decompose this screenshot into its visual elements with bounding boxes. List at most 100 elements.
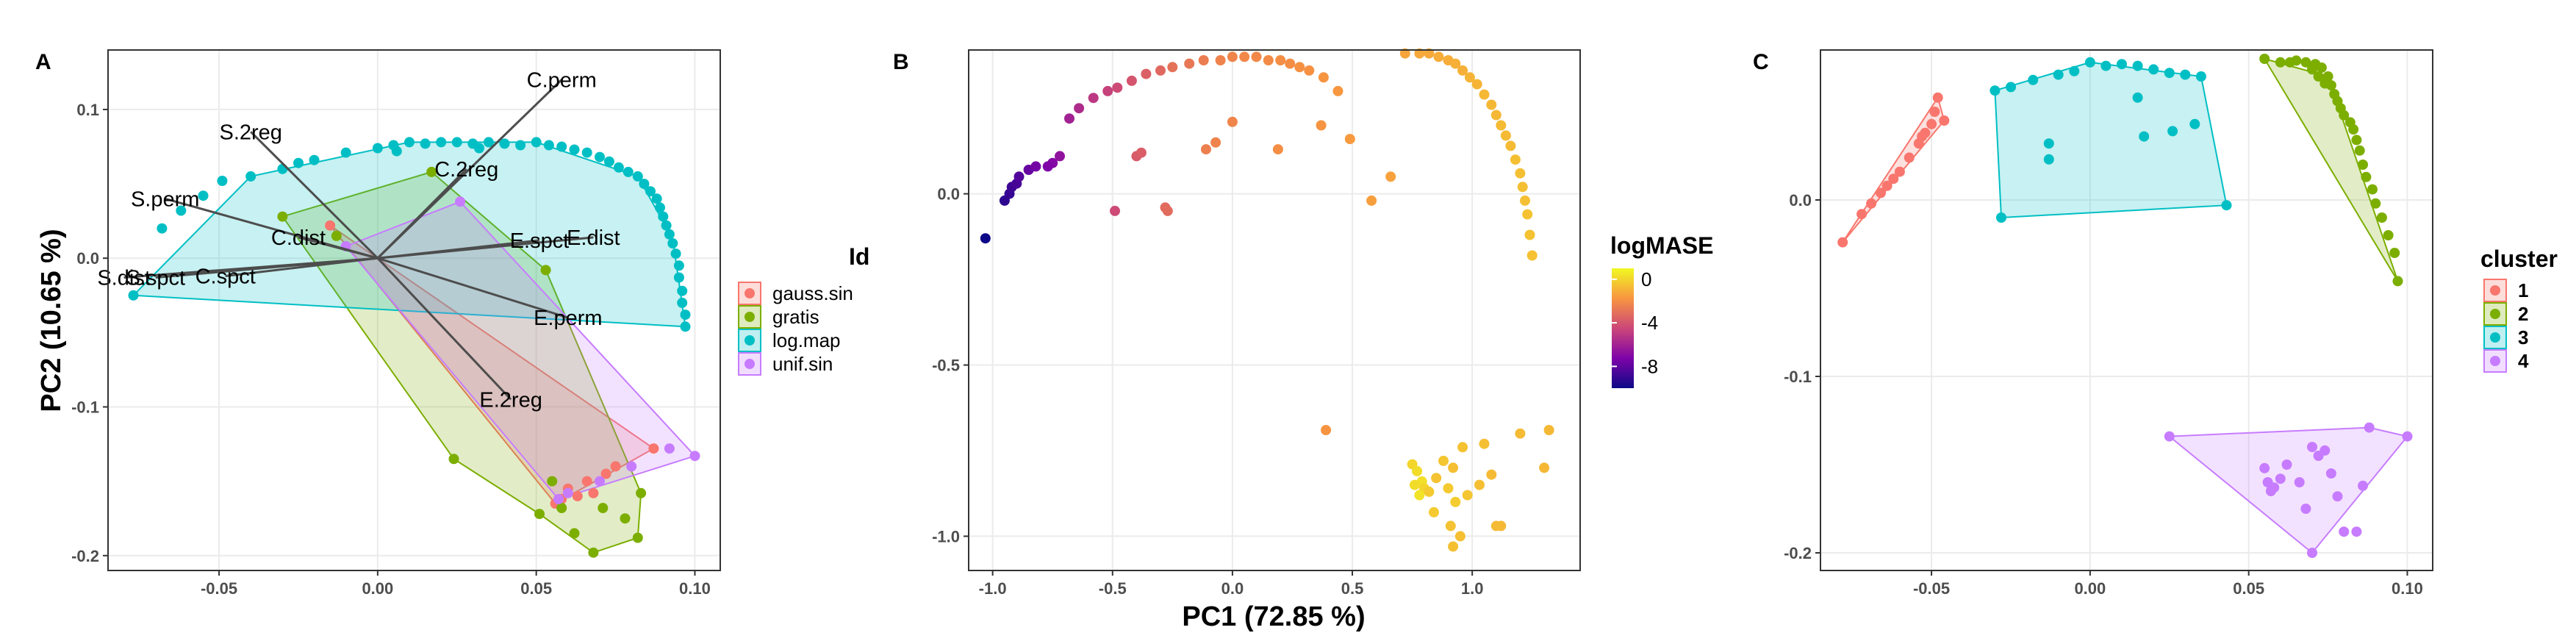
vector-e-perm — [377, 257, 569, 319]
legend-dot-gauss-sin — [745, 288, 755, 298]
c-point-2-0 — [2259, 54, 2270, 64]
b-point-70 — [1412, 465, 1423, 476]
legend-item-gratis: gratis — [738, 305, 819, 329]
b-point-61 — [1366, 195, 1377, 206]
a-point-log-map-3 — [198, 190, 209, 201]
vector-c-2reg — [376, 168, 467, 260]
c-point-1-12 — [1939, 115, 1950, 126]
a-point-gauss-sin-8 — [610, 461, 621, 472]
a-point-unif-sin-4 — [664, 443, 675, 454]
b-point-37 — [1450, 58, 1461, 69]
c-tick-label-y-1: -0.1 — [1784, 368, 1812, 386]
b-point-90 — [1454, 531, 1465, 542]
c-point-2-11 — [2339, 110, 2350, 121]
c-point-3-10 — [2164, 68, 2175, 79]
a-point-log-map-4 — [217, 176, 228, 186]
b-point-20 — [1198, 55, 1209, 65]
b-point-26 — [1275, 55, 1286, 65]
a-tick-label-y-1: -0.1 — [71, 398, 99, 416]
a-point-unif-sin-5 — [562, 487, 573, 498]
a-point-log-map-17 — [499, 138, 510, 149]
b-point-27 — [1285, 58, 1296, 69]
b-point-33 — [1414, 48, 1425, 59]
c-hull-3 — [1994, 61, 2228, 219]
vector-c-spct — [225, 257, 378, 277]
a-tick-label-y-2: 0.0 — [76, 249, 99, 268]
b-point-39 — [1464, 72, 1475, 83]
a-point-gauss-sin-0 — [325, 220, 336, 231]
c-point-4-10 — [2294, 477, 2305, 487]
legend-label-cluster-2: 2 — [2518, 303, 2528, 325]
a-point-gauss-sin-5 — [581, 476, 592, 487]
a-point-log-map-11 — [404, 137, 415, 148]
panel-label-c: C — [1753, 50, 1769, 74]
ticks-a: -0.05 0.00 0.05 0.10 -0.2 -0.1 0.0 0.1 — [71, 101, 711, 598]
b-point-24 — [1251, 51, 1262, 62]
a-point-log-map-36 — [667, 238, 678, 248]
c-point-1-14 — [1917, 131, 1928, 142]
a-point-log-map-7 — [309, 154, 320, 165]
c-point-3-3 — [2053, 69, 2064, 80]
legend-title-cluster: cluster — [2480, 246, 2558, 272]
b-tick-label-y-2: 0.0 — [937, 185, 960, 204]
legend-item-cluster-1: 1 — [2483, 279, 2528, 302]
b-point-80 — [1479, 438, 1490, 449]
legend-dot-cluster-2 — [2490, 309, 2500, 319]
plot-frame-c — [1820, 49, 2433, 571]
c-point-2-16 — [2358, 160, 2368, 170]
b-point-42 — [1486, 99, 1497, 110]
b-point-59 — [1316, 120, 1327, 131]
vector-label-s-dist: S.dist — [97, 266, 151, 290]
vector-s-spct — [155, 257, 378, 279]
vector-e-dist — [377, 236, 594, 260]
c-point-2-23 — [2392, 276, 2403, 287]
c-point-1-10 — [1926, 118, 1937, 129]
a-point-gauss-sin-6 — [600, 468, 611, 479]
c-point-2-24 — [2284, 57, 2295, 68]
legend-label-log-map: log.map — [772, 329, 841, 351]
vector-label-c-spct: C.spct — [195, 265, 256, 288]
b-point-94 — [1539, 462, 1550, 473]
c-tick-label-x-3: 0.10 — [2392, 579, 2423, 598]
a-point-log-map-34 — [661, 220, 672, 231]
b-point-81 — [1515, 428, 1526, 439]
c-point-2-1 — [2275, 57, 2286, 68]
grid-a — [108, 50, 720, 570]
b-point-14 — [1112, 82, 1123, 93]
a-point-gratis-11 — [547, 476, 558, 487]
b-point-84 — [1450, 496, 1461, 507]
b-tick-label-x-3: 0.5 — [1341, 579, 1364, 598]
legend-label-gratis: gratis — [772, 306, 819, 328]
points-c — [1837, 54, 2413, 558]
legend-label-unif-sin: unif.sin — [772, 353, 833, 375]
c-point-4-4 — [2259, 462, 2270, 473]
c-point-3-1 — [2006, 82, 2016, 93]
a-point-gauss-sin-9 — [588, 487, 599, 498]
b-point-46 — [1505, 140, 1516, 151]
b-point-32 — [1399, 48, 1410, 59]
c-point-3-16 — [2043, 154, 2054, 165]
c-point-2-20 — [2376, 212, 2387, 223]
vector-label-s-2reg: S.2reg — [219, 121, 281, 144]
b-point-16 — [1141, 68, 1152, 79]
b-point-60 — [1344, 134, 1355, 145]
a-point-gratis-1 — [426, 166, 437, 177]
b-point-66 — [1385, 171, 1396, 182]
colorbar-ticks: 0 -4 -8 — [1612, 268, 1658, 377]
c-point-3-12 — [2195, 71, 2206, 82]
c-point-3-5 — [2084, 57, 2095, 68]
b-point-47 — [1510, 154, 1521, 165]
legend-label-gauss-sin: gauss.sin — [772, 282, 853, 304]
a-point-unif-sin-6 — [595, 476, 605, 487]
a-point-log-map-14 — [451, 137, 462, 148]
c-tick-label-x-2: 0.05 — [2233, 579, 2264, 598]
c-hull-1 — [1842, 96, 1945, 243]
c-point-3-19 — [2167, 126, 2178, 137]
b-point-18 — [1167, 62, 1178, 73]
legend-dot-cluster-3 — [2490, 332, 2500, 343]
c-point-1-0 — [1837, 237, 1848, 248]
c-point-4-7 — [2269, 482, 2280, 493]
a-point-gratis-10 — [569, 528, 580, 539]
a-point-log-map-19 — [531, 137, 542, 148]
c-point-2-19 — [2370, 198, 2381, 209]
